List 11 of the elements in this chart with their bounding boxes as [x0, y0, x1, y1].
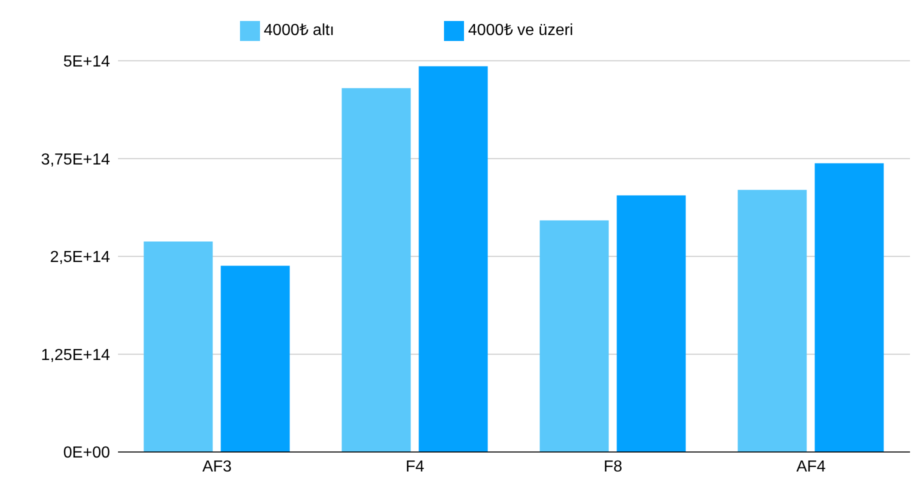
- y-tick-label: 3,75E+14: [41, 151, 110, 168]
- legend-label: 4000₺ altı: [264, 22, 334, 39]
- legend-label: 4000₺ ve üzeri: [468, 22, 574, 39]
- x-tick-label: AF4: [796, 458, 826, 476]
- x-tick-label: AF3: [202, 458, 232, 476]
- y-tick-label: 2,5E+14: [50, 249, 110, 266]
- y-tick-label: 1,25E+14: [41, 346, 110, 364]
- x-tick-label: F8: [604, 458, 622, 476]
- x-tick-label: F4: [406, 458, 424, 476]
- y-tick-label: 0E+00: [63, 444, 110, 462]
- y-tick-label: 5E+14: [63, 53, 110, 70]
